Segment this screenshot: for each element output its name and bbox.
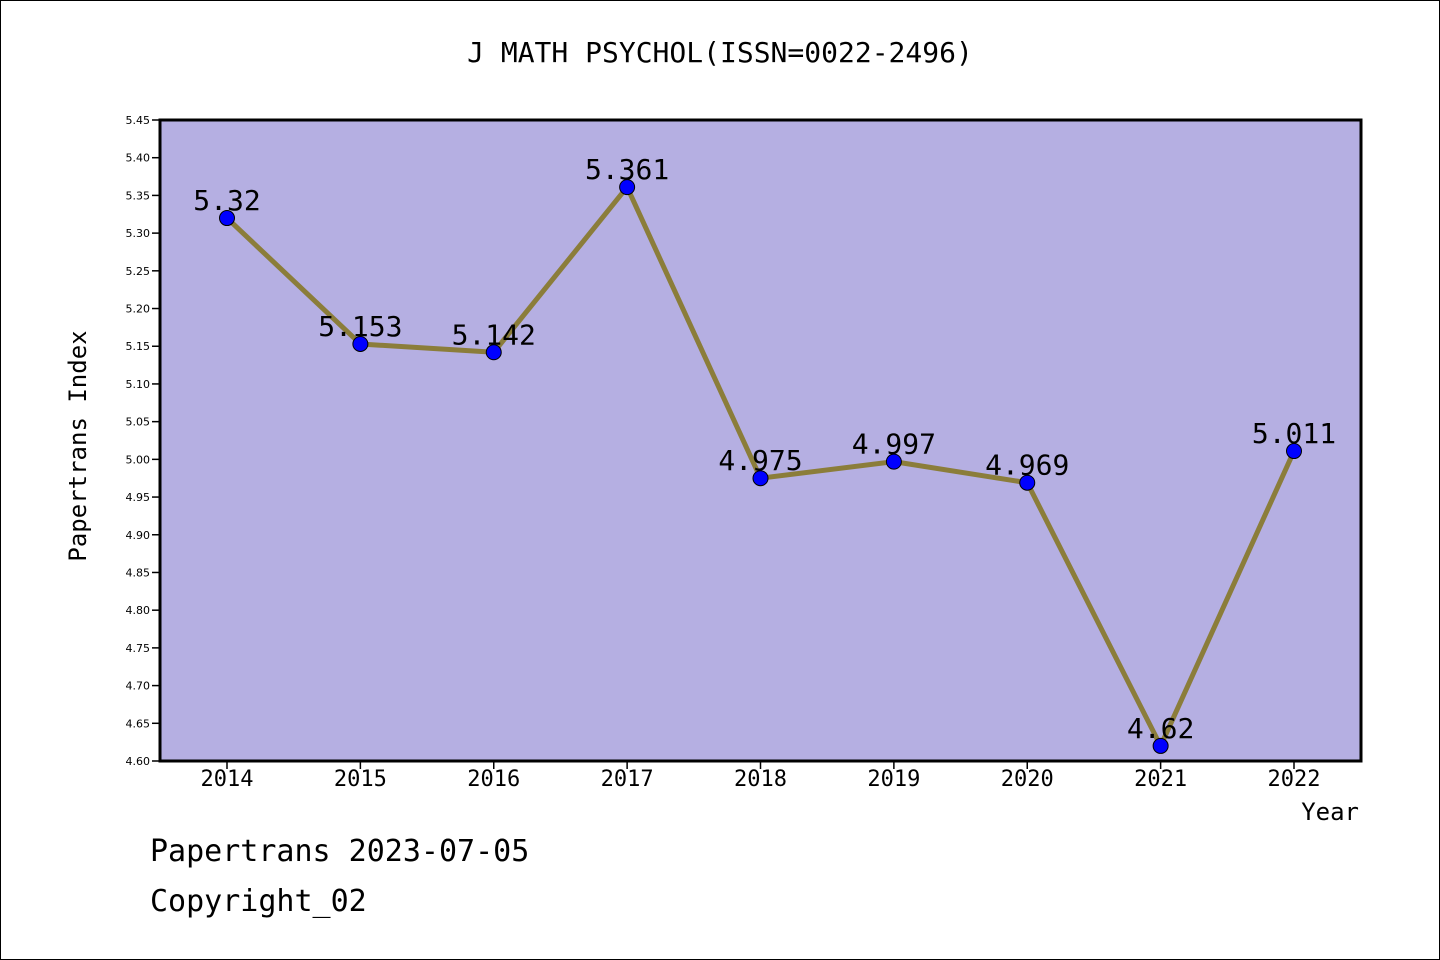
y-tick-label: 5.05 (126, 416, 151, 429)
y-tick-label: 4.70 (126, 680, 151, 693)
chart-title: J MATH PSYCHOL(ISSN=0022-2496) (467, 36, 973, 69)
data-point (619, 179, 636, 196)
y-axis-label: Papertrans Index (64, 330, 92, 561)
data-point (352, 335, 369, 352)
y-tick-label: 5.40 (126, 152, 151, 165)
data-point (485, 344, 502, 361)
x-axis-label: Year (1301, 798, 1359, 826)
data-point (1019, 474, 1036, 491)
data-point (219, 210, 235, 227)
y-tick-label: 5.30 (126, 227, 151, 240)
plot-border (158, 118, 1363, 763)
plot-area (160, 120, 1361, 761)
data-label: 5.32 (193, 184, 260, 217)
data-point (752, 470, 769, 487)
y-tick-label: 5.25 (126, 265, 151, 278)
data-label: 5.142 (452, 318, 536, 351)
x-tick-label: 2016 (467, 767, 520, 792)
y-tick-label: 5.35 (126, 189, 151, 202)
data-label: 5.011 (1252, 417, 1336, 450)
data-point (1152, 737, 1169, 754)
y-tick-label: 4.80 (126, 604, 151, 617)
y-axis: 4.60 4.65 4.70 4.75 4.80 4.85 4.90 4.95 5.00 5.05… (126, 114, 160, 768)
data-label: 5.361 (585, 153, 669, 186)
x-axis: 2014 2015 2016 2017 2018 2019 2020 2021 2022 (201, 761, 1321, 792)
y-tick-label: 5.00 (126, 453, 151, 466)
x-tick-label: 2018 (734, 767, 787, 792)
y-tick-label: 4.65 (126, 717, 151, 730)
y-tick-label: 5.45 (126, 114, 151, 127)
data-markers (219, 179, 1302, 754)
y-tick-label: 4.85 (126, 566, 151, 579)
y-tick-label: 4.75 (126, 642, 151, 655)
data-label: 4.62 (1127, 712, 1194, 745)
y-tick-label: 4.60 (126, 755, 151, 768)
x-tick-label: 2014 (201, 767, 254, 792)
data-point (1286, 443, 1302, 460)
y-tick-label: 5.20 (126, 303, 151, 316)
y-tick-label: 4.90 (126, 529, 151, 542)
footer-date: Papertrans 2023-07-05 (150, 834, 530, 869)
data-label: 5.153 (318, 310, 402, 343)
x-tick-label: 2022 (1268, 767, 1321, 792)
y-tick-label: 5.15 (126, 340, 151, 353)
data-label: 4.997 (852, 428, 936, 461)
y-tick-label: 4.95 (126, 491, 151, 504)
x-tick-label: 2020 (1001, 767, 1054, 792)
x-tick-label: 2017 (601, 767, 654, 792)
data-labels: 5.32 5.153 5.142 5.361 4.975 4.997 4.969 4.62 5.… (193, 153, 1336, 745)
x-tick-label: 2021 (1134, 767, 1187, 792)
x-tick-label: 2019 (867, 767, 920, 792)
footer-copyright: Copyright_02 (150, 884, 367, 919)
y-tick-label: 5.10 (126, 378, 151, 391)
data-label: 4.969 (985, 449, 1069, 482)
data-point (885, 453, 902, 470)
data-label: 4.975 (718, 444, 802, 477)
x-tick-label: 2015 (334, 767, 387, 792)
